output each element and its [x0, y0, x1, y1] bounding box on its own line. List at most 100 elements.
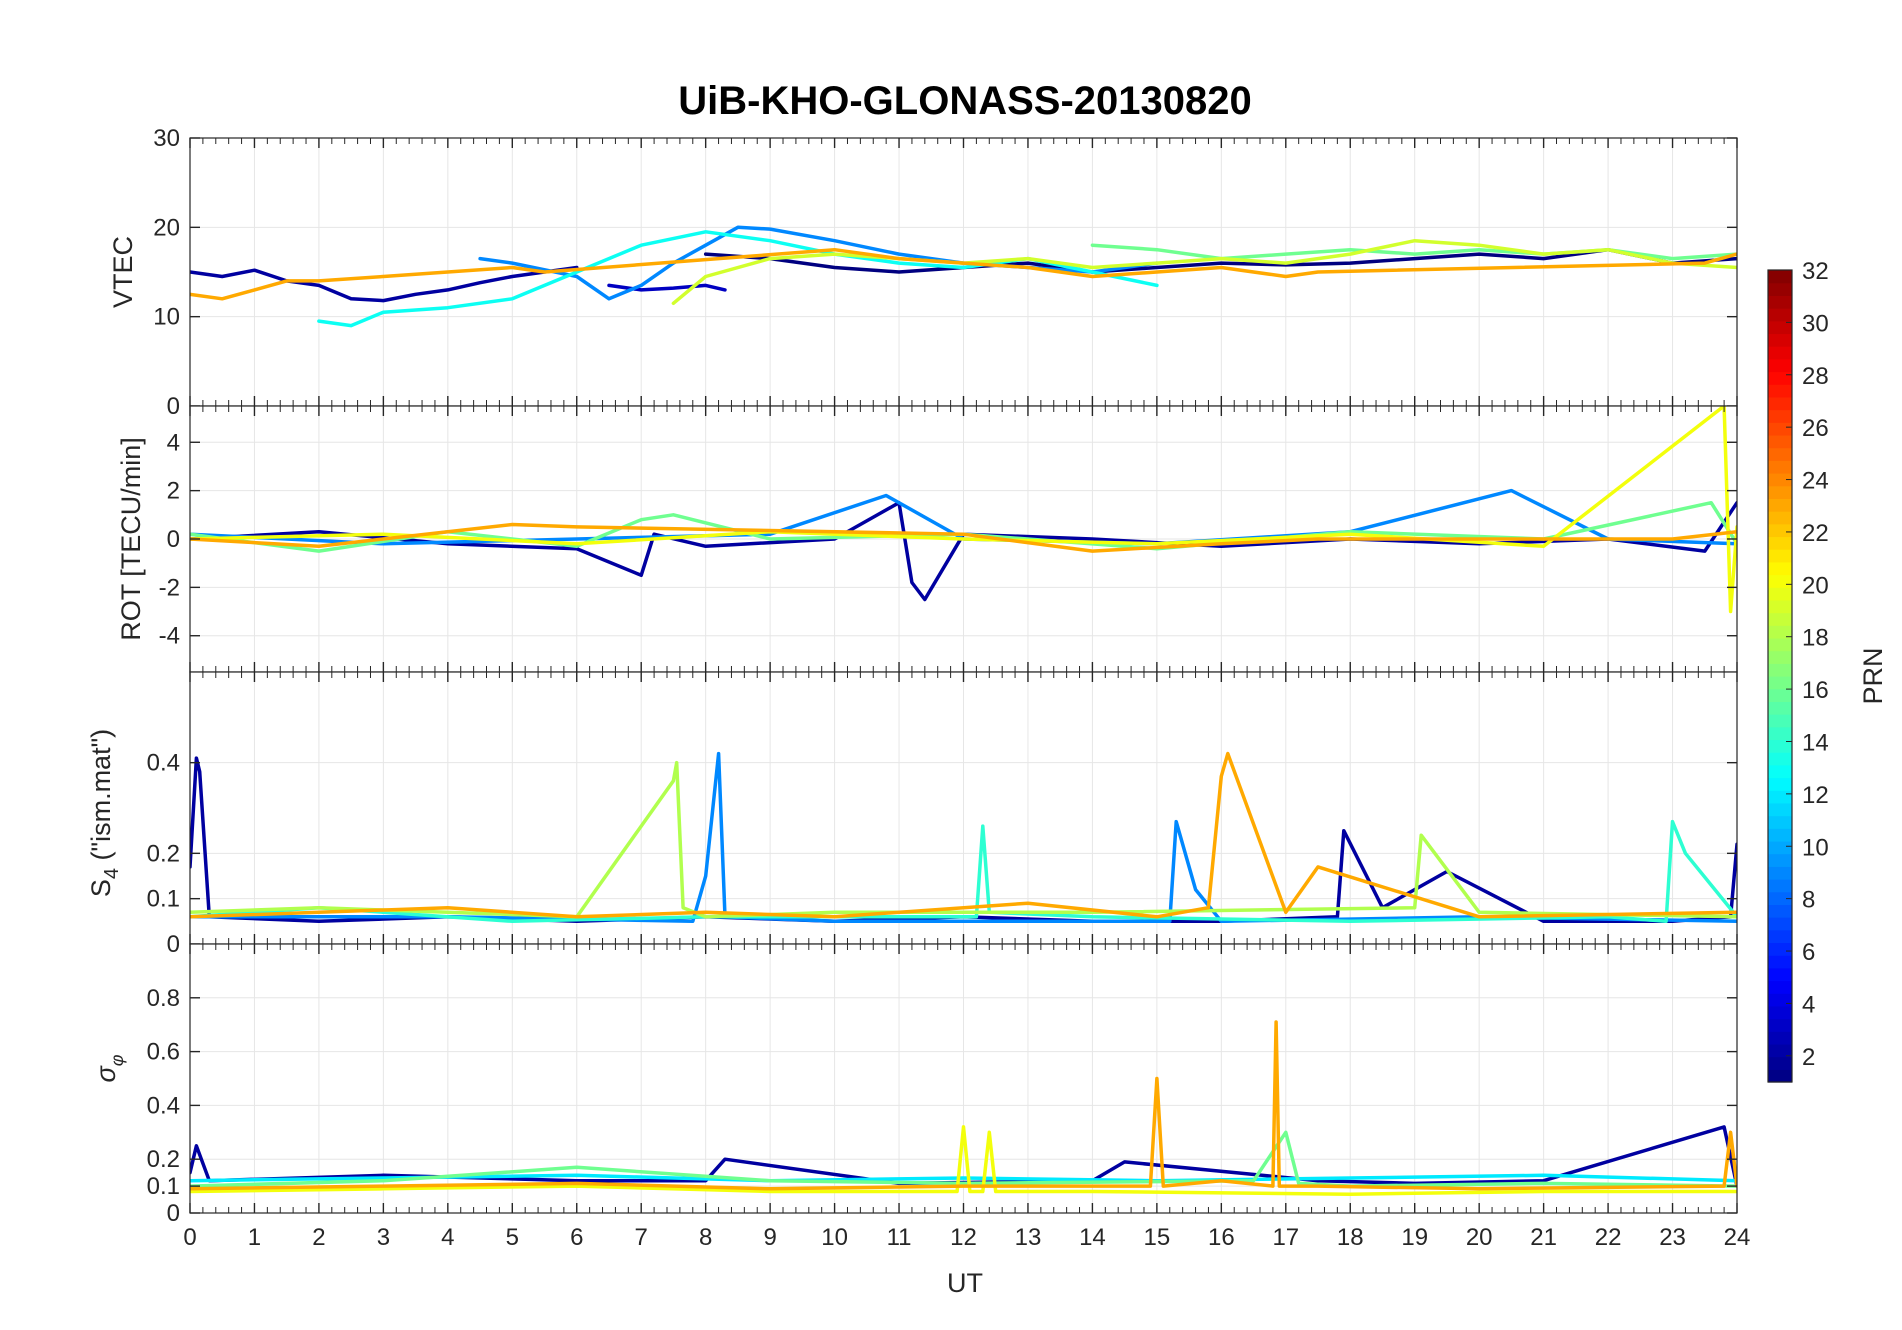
y-tick-label: 0.1	[147, 886, 180, 913]
y-tick-label: 0	[167, 1200, 180, 1227]
colorbar-swatch	[1768, 346, 1792, 360]
colorbar-swatch	[1768, 396, 1792, 411]
x-tick-label: 13	[1015, 1224, 1042, 1251]
colorbar-swatch	[1768, 929, 1792, 944]
colorbar-swatch	[1768, 511, 1792, 525]
y-tick-label: 0.8	[147, 985, 180, 1012]
colorbar-swatch	[1768, 371, 1792, 385]
colorbar-swatch	[1768, 777, 1792, 791]
colorbar-tick-label: 14	[1802, 729, 1829, 756]
colorbar-swatch	[1768, 409, 1792, 423]
colorbar-swatch	[1768, 752, 1792, 766]
colorbar-swatch	[1768, 574, 1792, 588]
y-tick-label: 0	[167, 393, 180, 420]
colorbar-swatch	[1768, 942, 1792, 956]
x-tick-label: 15	[1144, 1224, 1171, 1251]
x-tick-label: 18	[1337, 1224, 1364, 1251]
y-tick-label: -4	[159, 623, 180, 650]
y-tick-label: 0.6	[147, 1039, 180, 1066]
y-tick-label: 0	[167, 931, 180, 958]
y-tick-label: -2	[159, 574, 180, 601]
colorbar-swatch	[1768, 891, 1792, 905]
series-group	[190, 225, 1737, 328]
colorbar-swatch	[1768, 473, 1792, 487]
series-line-prn-19	[671, 238, 1737, 306]
colorbar-swatch	[1768, 1031, 1792, 1045]
colorbar-swatch	[1768, 879, 1792, 893]
series-line-prn-14	[190, 819, 1737, 924]
colorbar-swatch	[1768, 625, 1792, 639]
colorbar-swatch	[1768, 599, 1792, 614]
y-axis-label: σφ	[91, 1054, 127, 1082]
series-line-prn-9	[190, 751, 1737, 924]
series-line-prn-23	[190, 1020, 1737, 1191]
y-axis-label: S4 ("ism.mat")	[86, 729, 123, 897]
x-tick-label: 20	[1466, 1224, 1493, 1251]
y-tick-label: 0.2	[147, 1146, 180, 1173]
colorbar-swatch	[1768, 549, 1792, 563]
colorbar-swatch	[1768, 726, 1792, 741]
colorbar-swatch	[1768, 663, 1792, 677]
colorbar-swatch	[1768, 434, 1792, 449]
colorbar-swatch	[1768, 637, 1792, 652]
colorbar-tick-label: 22	[1802, 520, 1829, 547]
x-tick-label: 14	[1079, 1224, 1106, 1251]
colorbar-swatch	[1768, 333, 1792, 347]
colorbar-swatch	[1768, 1005, 1792, 1020]
x-tick-label: 4	[441, 1224, 454, 1251]
y-tick-label: 30	[153, 125, 180, 152]
colorbar-swatch	[1768, 904, 1792, 918]
colorbar-tick-label: 32	[1802, 258, 1829, 285]
series-line-prn-1	[703, 247, 1737, 274]
x-tick-label: 5	[506, 1224, 519, 1251]
colorbar-swatch	[1768, 270, 1792, 284]
colorbar-tick-label: 30	[1802, 310, 1829, 337]
colorbar-swatch	[1768, 1018, 1792, 1032]
y-tick-label: 0.1	[147, 1173, 180, 1200]
colorbar-swatch	[1768, 561, 1792, 576]
series-line-prn-20	[190, 406, 1737, 614]
x-tick-label: 1	[248, 1224, 261, 1251]
x-tick-label: 24	[1724, 1224, 1751, 1251]
colorbar-label: PRN	[1858, 647, 1888, 704]
y-tick-label: 0.4	[147, 750, 180, 777]
y-tick-label: 0.4	[147, 1092, 180, 1119]
colorbar-swatch	[1768, 523, 1792, 538]
colorbar-swatch	[1768, 384, 1792, 398]
panel-vtec: 0 10 20 30 VTEC	[108, 125, 1738, 420]
colorbar-swatch	[1768, 993, 1792, 1007]
colorbar-tick-label: 8	[1802, 887, 1815, 914]
colorbar-swatch	[1768, 485, 1792, 499]
colorbar-tick-label: 16	[1802, 677, 1829, 704]
x-tick-label: 21	[1530, 1224, 1557, 1251]
y-tick-label: 0	[167, 526, 180, 553]
series-group	[190, 1020, 1737, 1196]
colorbar-swatch	[1768, 447, 1792, 461]
y-axis-label: ROT [TECU/min]	[116, 437, 146, 641]
x-tick-label: 22	[1595, 1224, 1622, 1251]
colorbar-swatch	[1768, 815, 1792, 829]
panel-s4: 0 0.1 0.2 0.4 S4 ("ism.mat")	[86, 671, 1738, 958]
series-group	[190, 751, 1737, 924]
colorbar-swatch	[1768, 320, 1792, 335]
colorbar-swatch	[1768, 422, 1792, 436]
chart-title: UiB-KHO-GLONASS-20130820	[678, 79, 1252, 123]
colorbar-frame	[1767, 269, 1793, 1083]
x-tick-label: 12	[950, 1224, 977, 1251]
x-tick-label: 17	[1272, 1224, 1299, 1251]
x-axis-label: UT	[947, 1268, 983, 1298]
colorbar-swatch	[1768, 790, 1792, 804]
y-tick-label: 20	[153, 214, 180, 241]
colorbar-swatch	[1768, 701, 1792, 715]
panel-rot: -4 -2 0 2 4 ROT [TECU/min]	[116, 405, 1738, 673]
colorbar-swatch	[1768, 853, 1792, 867]
colorbar-swatch	[1768, 1056, 1792, 1070]
colorbar-tick-label: 24	[1802, 468, 1829, 495]
colorbar-swatch	[1768, 866, 1792, 880]
colorbar-swatch	[1768, 980, 1792, 994]
series-line-prn-23	[190, 247, 1737, 301]
colorbar-swatch	[1768, 764, 1792, 779]
